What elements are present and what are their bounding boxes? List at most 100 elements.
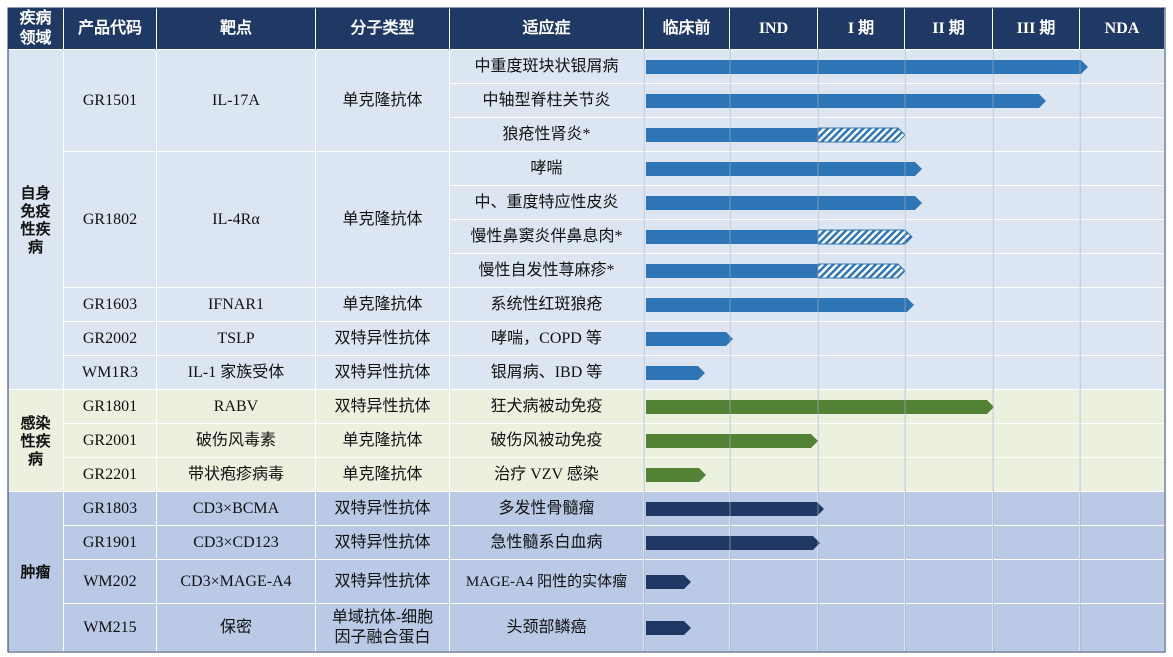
phase-cell <box>905 220 993 254</box>
phase-cell <box>818 526 905 560</box>
phase-cell <box>993 118 1080 152</box>
indication: 狼疮性肾炎* <box>450 118 644 152</box>
target: IFNAR1 <box>157 288 316 322</box>
target: CD3×BCMA <box>157 492 316 526</box>
product-code: WM1R3 <box>64 356 157 390</box>
indication: 银屑病、IBD 等 <box>450 356 644 390</box>
phase-header: NDA <box>1080 8 1165 50</box>
planned-bar <box>817 229 913 245</box>
target: IL-4Rα <box>157 152 316 288</box>
product-code: GR1801 <box>64 390 157 424</box>
phase-header: I 期 <box>818 8 905 50</box>
progress-bar <box>646 400 994 414</box>
phase-cell <box>1080 526 1165 560</box>
molecule-type: 单域抗体-细胞因子融合蛋白 <box>316 604 450 652</box>
indication: 破伤风被动免疫 <box>450 424 644 458</box>
disease-area: 感染性疾病 <box>8 390 64 492</box>
progress-bar <box>646 434 818 448</box>
product-code: GR1802 <box>64 152 157 288</box>
phase-cell <box>818 424 905 458</box>
target: RABV <box>157 390 316 424</box>
phase-cell <box>993 254 1080 288</box>
phase-cell <box>1080 458 1165 492</box>
phase-header: 临床前 <box>644 8 730 50</box>
code-header: 产品代码 <box>64 8 157 50</box>
phase-cell <box>905 322 993 356</box>
phase-cell <box>993 152 1080 186</box>
area-header: 疾病领域 <box>8 8 64 50</box>
phase-cell <box>905 560 993 604</box>
indication: 哮喘 <box>450 152 644 186</box>
phase-cell <box>1080 84 1165 118</box>
molecule-type: 双特异性抗体 <box>316 560 450 604</box>
phase-cell <box>993 458 1080 492</box>
indication: 慢性自发性荨麻疹* <box>450 254 644 288</box>
progress-bar <box>646 94 1046 108</box>
indication: 急性髓系白血病 <box>450 526 644 560</box>
molecule-type: 双特异性抗体 <box>316 492 450 526</box>
target: 带状疱疹病毒 <box>157 458 316 492</box>
phase-cell <box>993 492 1080 526</box>
phase-cell <box>1080 220 1165 254</box>
molecule-type: 双特异性抗体 <box>316 356 450 390</box>
progress-bar <box>646 196 922 210</box>
phase-cell <box>993 288 1080 322</box>
phase-cell <box>1080 356 1165 390</box>
phase-cell <box>1080 322 1165 356</box>
phase-cell <box>993 390 1080 424</box>
phase-cell <box>818 604 905 652</box>
phase-cell <box>993 526 1080 560</box>
progress-bar <box>646 264 818 278</box>
indication: 慢性鼻窦炎伴鼻息肉* <box>450 220 644 254</box>
phase-cell <box>818 458 905 492</box>
phase-header: II 期 <box>905 8 993 50</box>
progress-bar <box>646 162 922 176</box>
target: IL-17A <box>157 50 316 152</box>
phase-header: III 期 <box>993 8 1080 50</box>
phase-cell <box>905 356 993 390</box>
product-code: GR1501 <box>64 50 157 152</box>
phase-cell <box>1080 424 1165 458</box>
indication: 多发性骨髓瘤 <box>450 492 644 526</box>
indication: 中重度斑块状银屑病 <box>450 50 644 84</box>
molecule-type: 单克隆抗体 <box>316 458 450 492</box>
progress-bar <box>646 502 824 516</box>
phase-cell <box>818 492 905 526</box>
phase-cell <box>1080 604 1165 652</box>
target: CD3×MAGE-A4 <box>157 560 316 604</box>
progress-bar <box>646 468 706 482</box>
phase-cell <box>818 322 905 356</box>
phase-cell <box>818 356 905 390</box>
phase-cell <box>1080 560 1165 604</box>
progress-bar <box>646 298 914 312</box>
progress-bar <box>646 60 1088 74</box>
phase-cell <box>905 458 993 492</box>
phase-cell <box>1080 186 1165 220</box>
indication: 狂犬病被动免疫 <box>450 390 644 424</box>
phase-cell <box>993 186 1080 220</box>
product-code: WM202 <box>64 560 157 604</box>
molecule-type: 双特异性抗体 <box>316 526 450 560</box>
phase-cell <box>993 560 1080 604</box>
indication: 哮喘，COPD 等 <box>450 322 644 356</box>
phase-cell <box>993 220 1080 254</box>
progress-bar <box>646 128 818 142</box>
outer-border <box>7 7 1166 653</box>
molecule-type: 单克隆抗体 <box>316 288 450 322</box>
phase-cell <box>818 560 905 604</box>
molecule-type: 双特异性抗体 <box>316 390 450 424</box>
molecule-type: 单克隆抗体 <box>316 424 450 458</box>
product-code: GR1803 <box>64 492 157 526</box>
phase-cell <box>905 118 993 152</box>
progress-bar <box>646 230 818 244</box>
disease-area: 自身免疫性疾病 <box>8 50 64 390</box>
indication: 头颈部鳞癌 <box>450 604 644 652</box>
progress-bar <box>646 536 820 550</box>
molecule-type: 单克隆抗体 <box>316 152 450 288</box>
target: IL-1 家族受体 <box>157 356 316 390</box>
phase-cell <box>730 458 818 492</box>
disease-area: 肿瘤 <box>8 492 64 652</box>
phase-cell <box>730 356 818 390</box>
